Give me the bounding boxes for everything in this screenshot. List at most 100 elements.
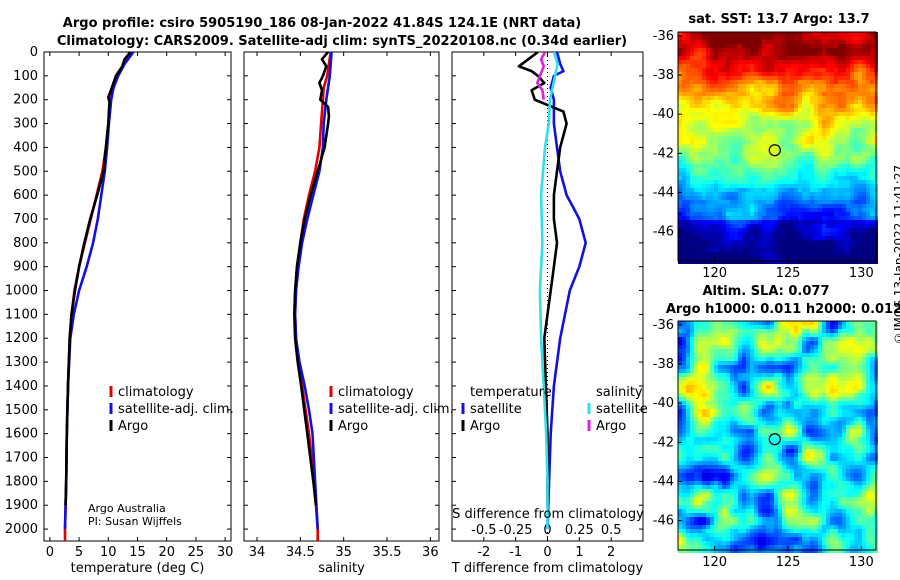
series-line-s-satellite xyxy=(538,52,560,530)
sla-cell xyxy=(762,389,766,393)
sst-cell xyxy=(738,100,742,104)
sst-cell xyxy=(870,212,874,216)
lines-layer xyxy=(63,52,588,541)
sst-cell xyxy=(774,140,778,144)
sla-cell xyxy=(718,421,722,425)
sst-cell xyxy=(726,108,730,112)
sla-cell xyxy=(698,441,702,445)
sst-cell xyxy=(738,60,742,64)
sla-cell xyxy=(722,421,726,425)
sst-cell xyxy=(870,184,874,188)
sst-cell xyxy=(750,60,754,64)
sst-cell xyxy=(798,172,802,176)
sla-map-title-2: Argo h1000: 0.011 h2000: 0.012 xyxy=(666,302,900,317)
sla-cell xyxy=(814,389,818,393)
sla-cell xyxy=(782,425,786,429)
sla-cell xyxy=(818,357,822,361)
sla-cell xyxy=(702,417,706,421)
sst-cell xyxy=(710,92,714,96)
sst-cell xyxy=(726,92,730,96)
sst-cell xyxy=(858,52,862,56)
sst-cell xyxy=(722,88,726,92)
sla-cell xyxy=(870,321,874,325)
x-tick-label: 36 xyxy=(422,545,439,560)
sst-cell xyxy=(730,240,734,244)
sla-cell xyxy=(722,333,726,337)
sla-cell xyxy=(810,437,814,441)
sla-cell xyxy=(822,369,826,373)
sst-cell xyxy=(834,204,838,208)
sla-cell xyxy=(722,329,726,333)
sst-cell xyxy=(742,84,746,88)
sst-cell xyxy=(862,216,866,220)
sla-cell xyxy=(834,441,838,445)
sst-cell xyxy=(854,224,858,228)
sla-cell xyxy=(738,445,742,449)
sst-cell xyxy=(738,196,742,200)
sla-cell xyxy=(678,321,682,325)
sst-cell xyxy=(862,220,866,224)
sla-cell xyxy=(786,393,790,397)
sst-cell xyxy=(774,104,778,108)
sla-cell xyxy=(866,345,870,349)
sst-cell xyxy=(774,116,778,120)
sst-cell xyxy=(794,100,798,104)
sla-cell xyxy=(690,417,694,421)
sst-cell xyxy=(742,140,746,144)
sla-cell xyxy=(826,329,830,333)
sst-cell xyxy=(818,188,822,192)
sst-cell xyxy=(778,84,782,88)
sst-cell xyxy=(830,112,834,116)
sst-cell xyxy=(750,200,754,204)
sst-cell xyxy=(710,52,714,56)
sst-cell xyxy=(758,228,762,232)
sst-cell xyxy=(794,96,798,100)
sst-cell xyxy=(814,224,818,228)
sla-cell xyxy=(838,365,842,369)
sla-cell xyxy=(850,401,854,405)
sla-cell xyxy=(842,365,846,369)
sst-cell xyxy=(778,124,782,128)
sst-cell xyxy=(774,168,778,172)
sla-cell xyxy=(830,329,834,333)
sla-cell xyxy=(850,437,854,441)
sst-cell xyxy=(686,208,690,212)
sst-cell xyxy=(706,140,710,144)
sla-cell xyxy=(870,393,874,397)
sla-cell xyxy=(726,401,730,405)
sla-cell xyxy=(742,417,746,421)
sst-cell xyxy=(694,232,698,236)
sla-cell xyxy=(706,349,710,353)
sst-cell xyxy=(814,208,818,212)
sst-cell xyxy=(798,248,802,252)
sst-cell xyxy=(818,244,822,248)
sst-cell xyxy=(686,76,690,80)
sst-cell xyxy=(806,148,810,152)
sst-cell xyxy=(702,48,706,52)
sst-cell xyxy=(826,168,830,172)
sst-cell xyxy=(722,188,726,192)
sst-cell xyxy=(710,176,714,180)
sla-cell xyxy=(838,337,842,341)
sla-cell xyxy=(826,325,830,329)
sst-cell xyxy=(750,176,754,180)
sst-cell xyxy=(782,36,786,40)
sst-cell xyxy=(870,180,874,184)
sst-cell xyxy=(810,36,814,40)
sst-cell xyxy=(726,164,730,168)
sst-cell xyxy=(782,120,786,124)
sst-cell xyxy=(758,212,762,216)
legend-label-satellite: satellite-adj. clim. xyxy=(338,402,454,417)
sst-cell xyxy=(726,184,730,188)
sst-cell xyxy=(690,216,694,220)
sst-cell xyxy=(718,164,722,168)
sst-cell xyxy=(706,236,710,240)
sla-cell xyxy=(706,437,710,441)
sst-cell xyxy=(702,208,706,212)
sla-cell xyxy=(702,349,706,353)
sst-cell xyxy=(766,88,770,92)
sst-cell xyxy=(750,120,754,124)
sst-cell xyxy=(838,92,842,96)
sst-cell xyxy=(726,132,730,136)
sla-cell xyxy=(762,325,766,329)
